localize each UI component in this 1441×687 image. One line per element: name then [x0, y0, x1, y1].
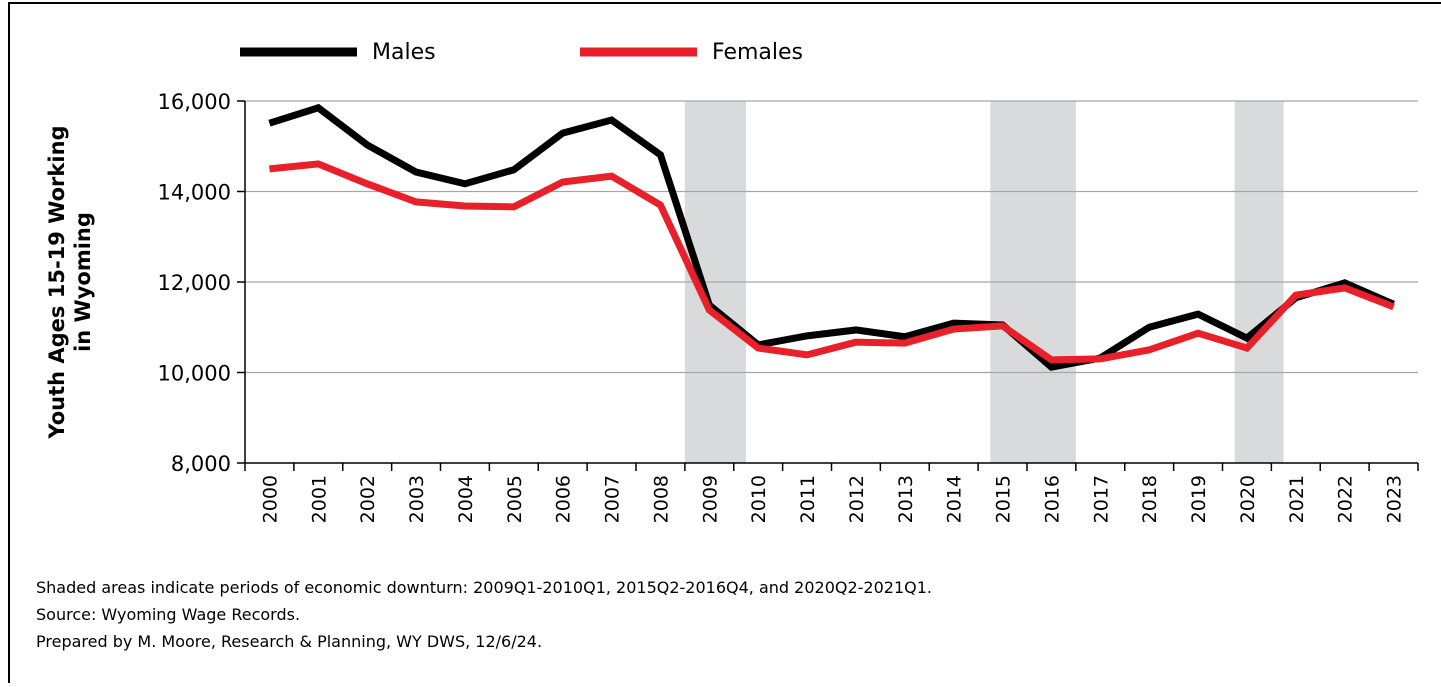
- x-tick-label: 2009: [699, 475, 721, 523]
- footnote: Source: Wyoming Wage Records.: [36, 605, 300, 624]
- x-tick-label: 2000: [259, 475, 281, 523]
- x-tick-label: 2019: [1188, 475, 1210, 523]
- x-tick-label: 2002: [357, 475, 379, 523]
- legend-label: Males: [372, 40, 436, 65]
- x-tick-label: 2016: [1041, 475, 1063, 523]
- x-tick-label: 2018: [1139, 475, 1161, 523]
- x-tick-label: 2017: [1090, 475, 1112, 523]
- y-tick-label: 8,000: [171, 452, 231, 476]
- series-line: [268, 103, 1395, 371]
- x-tick-label: 2023: [1384, 475, 1406, 523]
- x-tick-label: 2012: [846, 475, 868, 523]
- footnote: Prepared by M. Moore, Research & Plannin…: [36, 632, 542, 651]
- x-tick-label: 2003: [406, 475, 428, 523]
- x-tick-label: 2006: [553, 475, 575, 523]
- y-tick-label: 14,000: [158, 181, 231, 205]
- y-tick-label: 10,000: [158, 362, 231, 386]
- legend-label: Females: [712, 40, 803, 65]
- footnote: Shaded areas indicate periods of economi…: [36, 578, 932, 597]
- y-axis-label: Youth Ages 15-19 Working: [45, 125, 69, 439]
- series-line: [269, 160, 1395, 364]
- x-tick-label: 2011: [797, 475, 819, 523]
- x-tick-label: 2008: [650, 475, 672, 523]
- x-tick-label: 2004: [455, 475, 477, 523]
- x-tick-label: 2001: [308, 475, 330, 523]
- x-tick-label: 2007: [602, 475, 624, 523]
- x-tick-label: 2014: [944, 475, 966, 523]
- x-tick-label: 2010: [748, 475, 770, 523]
- frame: [8, 2, 1441, 687]
- y-tick-label: 12,000: [158, 271, 231, 295]
- y-tick-label: 16,000: [158, 90, 231, 114]
- x-tick-label: 2005: [504, 475, 526, 523]
- x-tick-label: 2022: [1335, 475, 1357, 523]
- y-axis-label: in Wyoming: [71, 212, 95, 352]
- x-tick-label: 2020: [1237, 475, 1259, 523]
- x-tick-label: 2015: [993, 475, 1015, 523]
- x-tick-label: 2013: [895, 475, 917, 523]
- x-tick-label: 2021: [1286, 475, 1308, 523]
